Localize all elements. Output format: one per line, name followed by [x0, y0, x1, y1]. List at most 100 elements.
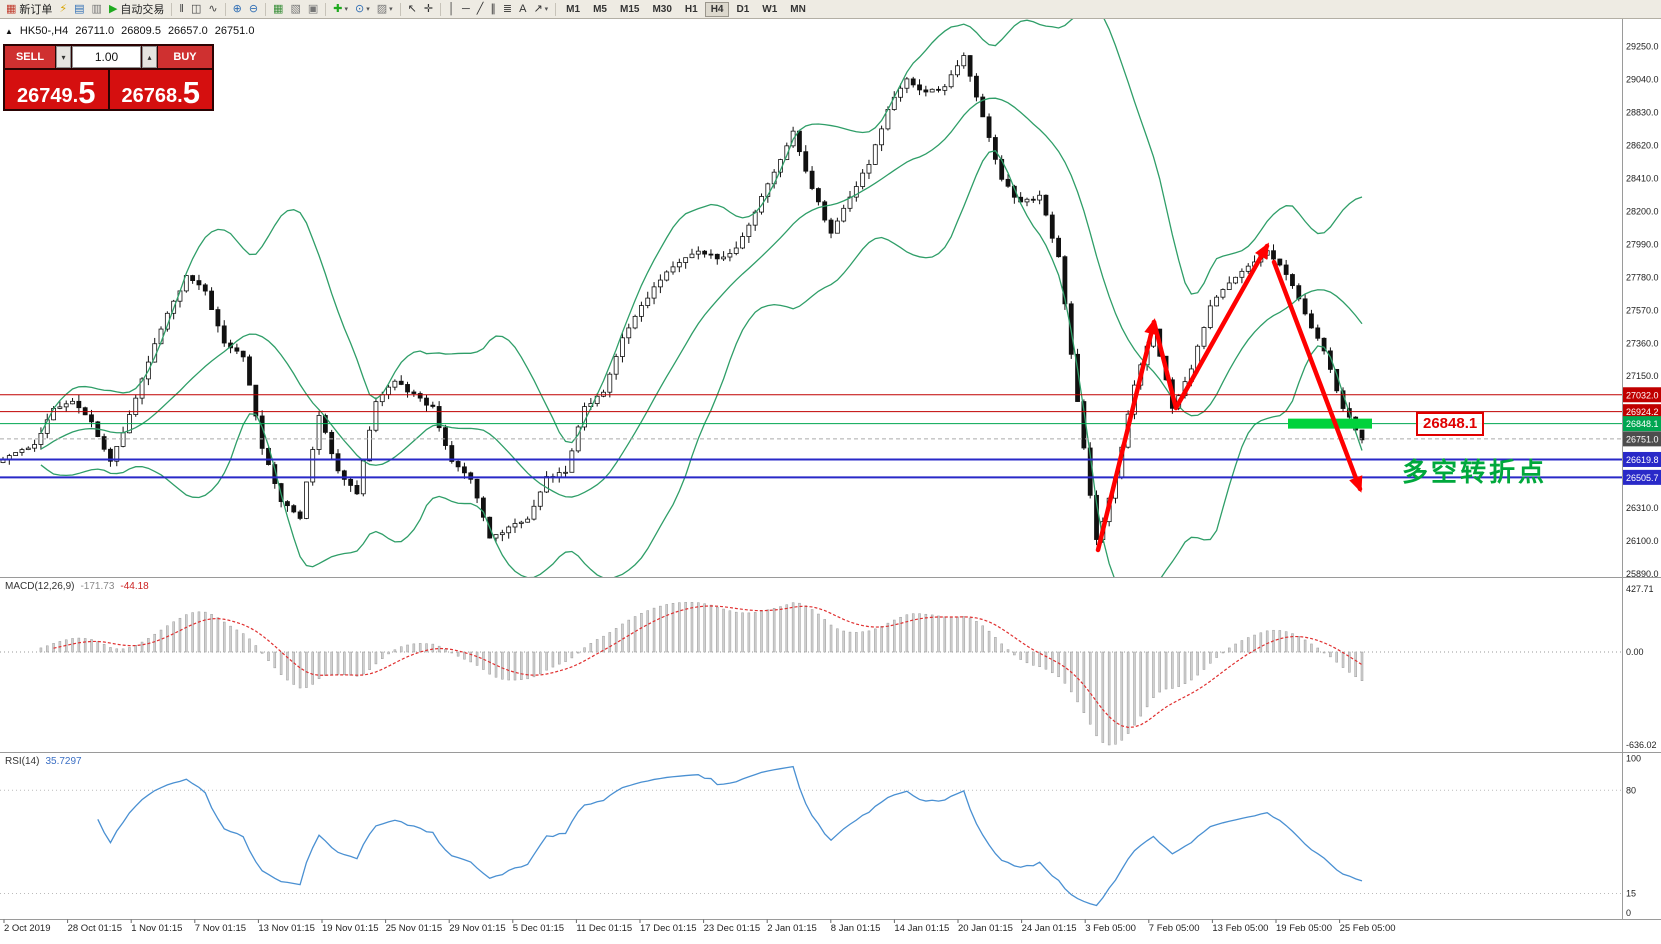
market-watch-button[interactable]: ▤	[71, 1, 87, 17]
caret-down-icon: ▾	[344, 6, 348, 13]
autotrading-button[interactable]: ▶ 自动交易	[106, 1, 167, 17]
toolbar-separator	[555, 2, 557, 16]
market-watch-button-icon: ▤	[74, 2, 85, 15]
svg-text:13 Feb 05:00: 13 Feb 05:00	[1212, 923, 1268, 934]
timeframe-m15[interactable]: M15	[619, 3, 640, 15]
sell-button[interactable]: SELL	[5, 46, 55, 68]
buy-price: 26768.	[121, 85, 183, 107]
text-tool[interactable]: A	[516, 1, 529, 17]
symbol-ohlc-line: ▲ HK50-,H4 26711.0 26809.5 26657.0 26751…	[5, 25, 254, 37]
timeframe-w1[interactable]: W1	[762, 3, 778, 15]
svg-text:427.71: 427.71	[1626, 584, 1654, 594]
svg-text:13 Nov 01:15: 13 Nov 01:15	[258, 923, 315, 934]
timeframe-mn[interactable]: MN	[790, 3, 806, 15]
buy-price-big-digit: 5	[182, 74, 200, 110]
channel-tool[interactable]: ∥	[487, 1, 499, 17]
fibonacci-tool[interactable]: ≣	[500, 1, 515, 17]
terminal-button-icon: ▥	[91, 2, 102, 15]
horizontal-line-tool-icon: ─	[461, 2, 470, 15]
macd-indicator-label: MACD(12,26,9) -171.73 -44.18	[5, 581, 149, 592]
toolbar-separator	[265, 2, 267, 16]
tile-windows-button-icon: ▦	[273, 2, 284, 15]
caret-down-icon: ▾	[544, 6, 549, 13]
price-level-flag[interactable]: 26848.1	[1416, 412, 1485, 436]
svg-text:28200.0: 28200.0	[1626, 206, 1659, 216]
turning-point-note[interactable]: 多空转折点	[1402, 457, 1548, 487]
sell-price-panel[interactable]: 26749. 5	[5, 70, 108, 109]
svg-text:80: 80	[1626, 785, 1636, 795]
svg-text:28 Oct 01:15: 28 Oct 01:15	[68, 923, 122, 934]
chart-shift-button[interactable]: ▣	[305, 1, 321, 17]
arrows-tool-icon: ↗	[533, 2, 543, 15]
cursor-tool[interactable]: ↖	[405, 1, 420, 17]
text-tool-icon: A	[519, 2, 527, 15]
price-axis[interactable]: 29250.0 29040.0 28830.0 28620.0 28410.0 28200…	[1626, 42, 1659, 579]
tile-windows-button[interactable]: ▦	[270, 1, 286, 17]
periods-button-icon: ⊙	[354, 2, 365, 15]
vertical-line-tool-icon: │	[448, 2, 455, 15]
svg-text:100: 100	[1626, 754, 1641, 764]
terminal-button[interactable]: ▥	[89, 1, 105, 17]
close-value: 26751.0	[214, 25, 255, 37]
timeframe-h1[interactable]: H1	[684, 3, 698, 15]
metaeditor-button[interactable]: ⚡	[56, 1, 70, 17]
svg-text:8 Jan 01:15: 8 Jan 01:15	[831, 923, 881, 934]
svg-text:2 Jan 01:15: 2 Jan 01:15	[767, 923, 817, 934]
indicators-button[interactable]: ✚ ▾	[330, 1, 351, 17]
timeframe-m1[interactable]: M1	[566, 3, 581, 15]
timeframe-d1[interactable]: D1	[736, 3, 750, 15]
svg-text:26848.1: 26848.1	[1626, 419, 1659, 429]
templates-button[interactable]: ▨ ▾	[374, 1, 396, 17]
svg-text:26310.0: 26310.0	[1626, 503, 1659, 513]
bar-chart-button[interactable]: ‖	[176, 1, 187, 17]
arrows-tool[interactable]: ↗ ▾	[530, 1, 551, 17]
volume-decrease-button[interactable]: ▾	[56, 46, 71, 68]
periods-button[interactable]: ⊙ ▾	[352, 1, 373, 17]
new-order-button[interactable]: ▦ 新订单	[3, 1, 55, 17]
svg-text:29040.0: 29040.0	[1626, 75, 1659, 85]
trendline-tool[interactable]: ╱	[474, 1, 487, 17]
low-value: 26657.0	[167, 25, 208, 37]
svg-text:28410.0: 28410.0	[1626, 173, 1659, 183]
svg-text:17 Dec 01:15: 17 Dec 01:15	[640, 923, 697, 934]
zoom-in-button[interactable]: ⊕	[230, 1, 245, 17]
volume-increase-button[interactable]: ▴	[142, 46, 157, 68]
crosshair-tool[interactable]: ✛	[421, 1, 436, 17]
svg-text:29 Nov 01:15: 29 Nov 01:15	[449, 923, 506, 934]
rsi-indicator-label: RSI(14) 35.7297	[5, 756, 82, 767]
svg-text:3 Feb 05:00: 3 Feb 05:00	[1085, 923, 1136, 934]
toolbar-separator	[399, 2, 401, 16]
caret-down-icon: ▾	[366, 6, 370, 13]
svg-text:1 Nov 01:15: 1 Nov 01:15	[131, 923, 182, 934]
svg-text:5 Dec 01:15: 5 Dec 01:15	[513, 923, 564, 934]
volume-input[interactable]	[73, 47, 140, 67]
horizontal-line-tool[interactable]: ─	[459, 1, 473, 17]
trend-arrows[interactable]	[1095, 242, 1363, 553]
vertical-line-tool[interactable]: │	[445, 1, 458, 17]
svg-text:27990.0: 27990.0	[1626, 239, 1659, 249]
timeframe-m5[interactable]: M5	[593, 3, 607, 15]
zoom-out-button[interactable]: ⊖	[246, 1, 261, 17]
main-toolbar: ▦ 新订单 ⚡ ▤ ▥ ▶ 自动交易 ‖ ◫ ∿ ⊕ ⊖ ▦ ▧ ▣ ✚ ▾ ⊙ ▾ ▨ ▾ ↖ ✛ │ ─ ╱ ∥ ≣ A ↗ ▾ M1 M5…	[0, 0, 1661, 19]
support-zone-box[interactable]	[1288, 418, 1372, 429]
timeframe-h4[interactable]: H4	[704, 1, 730, 17]
candlesticks	[0, 52, 1365, 546]
svg-text:20 Jan 01:15: 20 Jan 01:15	[958, 923, 1013, 934]
auto-arrange-button[interactable]: ▧	[287, 1, 303, 17]
svg-text:2 Oct 2019: 2 Oct 2019	[4, 923, 50, 934]
macd-signal-value: -44.18	[120, 581, 149, 592]
line-chart-button[interactable]: ∿	[205, 1, 220, 17]
candlestick-chart-button[interactable]: ◫	[188, 1, 204, 17]
svg-text:11 Dec 01:15: 11 Dec 01:15	[576, 923, 632, 934]
symbol-period-label: HK50-,H4	[19, 25, 69, 37]
indicators-button-icon: ✚	[333, 2, 343, 15]
high-value: 26809.5	[121, 25, 161, 37]
one-click-trading-widget: SELL ▾ ▴ BUY 26749. 5 26768. 5	[3, 44, 214, 111]
timeframe-m30[interactable]: M30	[652, 3, 672, 15]
svg-text:28830.0: 28830.0	[1626, 108, 1659, 118]
buy-button[interactable]: BUY	[158, 46, 212, 68]
buy-price-panel[interactable]: 26768. 5	[109, 70, 212, 110]
time-axis[interactable]: 2 Oct 2019 28 Oct 01:15 1 Nov 01:15 7 Nov 0…	[3, 919, 1396, 935]
